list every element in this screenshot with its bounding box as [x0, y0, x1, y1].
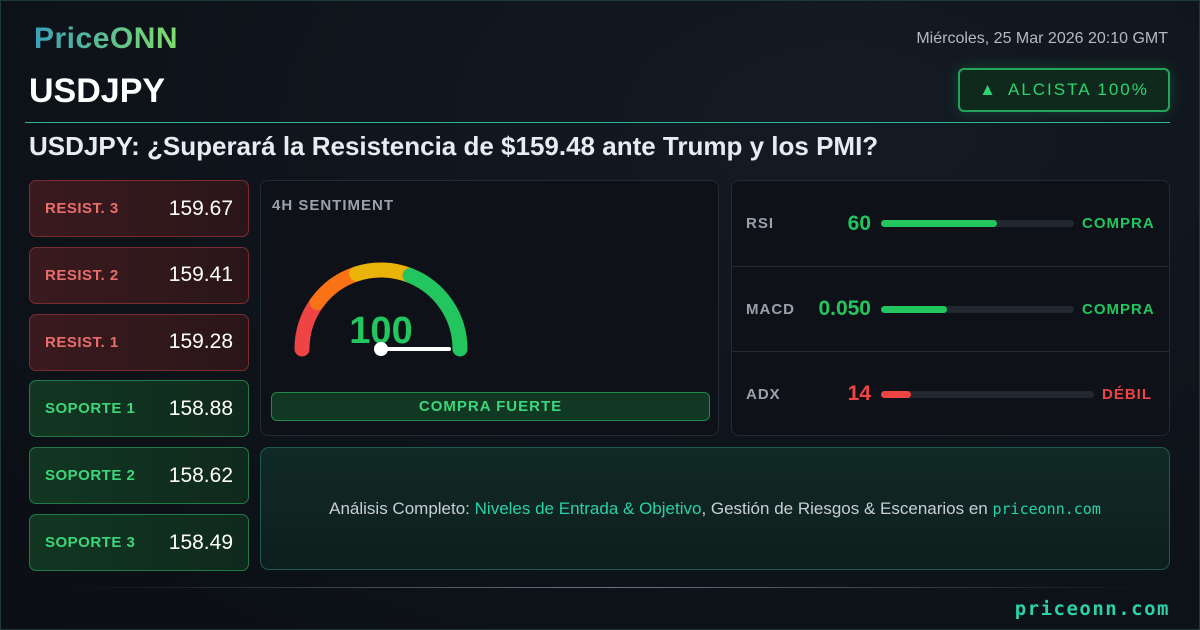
gauge-pivot: [374, 342, 388, 356]
indicator-bar: [881, 390, 1094, 398]
resistance-level: RESIST. 3 159.67: [29, 180, 249, 237]
level-label: RESIST. 3: [45, 200, 119, 217]
cta-highlight: Niveles de Entrada & Objetivo: [474, 498, 702, 518]
indicator-row-rsi: RSI 60 COMPRA: [732, 181, 1169, 266]
support-level: SOPORTE 3 158.49: [29, 514, 249, 571]
symbol-title: USDJPY: [29, 72, 166, 110]
footer-site-link[interactable]: priceonn.com: [1014, 598, 1170, 620]
cta-prefix: Análisis Completo:: [329, 498, 475, 518]
priceonn-logo: PriceONN: [34, 22, 179, 55]
indicator-name: RSI: [746, 215, 775, 232]
date-time: Miércoles, 25 Mar 2026 20:10 GMT: [916, 30, 1168, 47]
indicator-signal: COMPRA: [1082, 300, 1155, 318]
indicator-value: 60: [847, 211, 871, 235]
sentiment-verdict: COMPRA FUERTE: [271, 392, 710, 421]
support-level: SOPORTE 1 158.88: [29, 380, 249, 438]
indicator-row-macd: MACD 0.050 COMPRA: [732, 266, 1169, 351]
indicator-name: ADX: [746, 385, 781, 403]
level-value: 159.67: [168, 196, 233, 220]
indicator-signal: DÉBIL: [1102, 385, 1152, 403]
level-value: 158.88: [168, 396, 233, 420]
triangle-up-icon: ▲: [979, 80, 998, 99]
indicator-bar-fill: [881, 305, 947, 313]
level-label: SOPORTE 1: [45, 400, 136, 418]
indicator-bar: [881, 220, 1074, 227]
resistance-level: RESIST. 1 159.28: [29, 313, 249, 371]
full-analysis-banner[interactable]: Análisis Completo: Niveles de Entrada & …: [260, 447, 1170, 570]
level-label: SOPORTE 3: [45, 534, 136, 551]
indicators-card: RSI 60 COMPRA MACD 0.050 COMPRA ADX 14 DÉB…: [731, 180, 1170, 436]
gauge-segment: [402, 268, 468, 357]
level-label: RESIST. 2: [45, 266, 119, 284]
sentiment-gauge: 100: [294, 262, 468, 357]
indicator-name: MACD: [746, 300, 795, 318]
sentiment-title: 4H SENTIMENT: [272, 197, 395, 214]
sentiment-card: 4H SENTIMENT 100 COMPRA FUERTE: [260, 180, 719, 436]
level-value: 158.49: [168, 530, 233, 554]
indicator-bar-fill: [881, 390, 911, 398]
indicator-row-adx: ADX 14 DÉBIL: [732, 351, 1169, 436]
indicator-bar-fill: [881, 220, 997, 227]
footer-divider: [70, 587, 1150, 588]
indicator-value: 14: [847, 382, 871, 405]
level-value: 159.28: [168, 330, 233, 354]
indicator-signal: COMPRA: [1082, 215, 1155, 232]
headline: USDJPY: ¿Superará la Resistencia de $159…: [29, 131, 879, 161]
resistance-level: RESIST. 2 159.41: [29, 246, 249, 304]
level-label: SOPORTE 2: [45, 467, 136, 485]
level-label: RESIST. 1: [45, 333, 119, 351]
gauge-segment: [349, 262, 418, 284]
divider: [25, 122, 1170, 123]
level-value: 158.62: [168, 463, 233, 487]
trend-badge: ▲ ALCISTA 100%: [958, 68, 1170, 112]
indicator-value: 0.050: [818, 297, 871, 320]
level-value: 159.41: [168, 263, 233, 287]
cta-middle: , Gestión de Riesgos & Escenarios en: [701, 498, 993, 518]
support-level: SOPORTE 2 158.62: [29, 447, 249, 505]
indicator-bar: [881, 305, 1074, 313]
trend-badge-label: ALCISTA 100%: [1007, 80, 1149, 99]
cta-site-link[interactable]: priceonn.com: [992, 499, 1101, 518]
